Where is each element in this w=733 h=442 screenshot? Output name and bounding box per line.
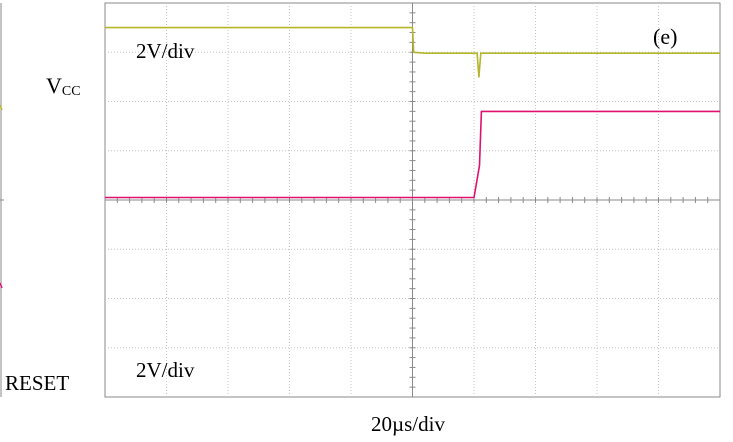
trace-reset xyxy=(105,110,720,199)
time-scale-label: 20µs/div xyxy=(371,412,445,436)
reset-channel-label: RESET xyxy=(5,371,69,395)
reset-scale-label: 2V/div xyxy=(136,358,195,382)
vcc-scale-label: 2V/div xyxy=(136,39,195,63)
left-reset-fragment xyxy=(0,282,3,289)
vcc-label-main: V xyxy=(46,73,62,98)
vcc-channel-label: VCC xyxy=(46,73,81,99)
traces xyxy=(105,26,720,199)
panel-label: (e) xyxy=(653,24,677,49)
left-vcc-fragment xyxy=(0,104,3,111)
vcc-label-sub: CC xyxy=(62,84,81,99)
trace-vcc xyxy=(105,26,720,78)
